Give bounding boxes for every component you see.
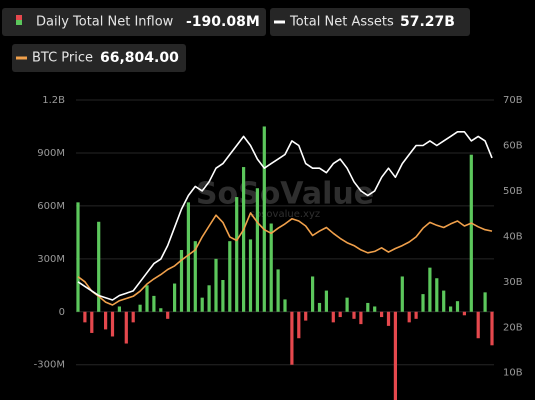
bar: [152, 295, 156, 312]
bar: [476, 311, 480, 339]
legend: Daily Total Net Inflow -190.08M Total Ne…: [2, 8, 470, 72]
bar: [255, 188, 259, 312]
legend-value: -190.08M: [186, 14, 260, 30]
bar: [311, 276, 315, 312]
bar: [131, 311, 135, 323]
legend-value: 57.27B: [400, 14, 455, 30]
bar: [145, 285, 149, 312]
bar: [345, 297, 349, 312]
bar: [428, 267, 432, 312]
bar: [297, 311, 301, 339]
bar: [449, 306, 453, 312]
bar: [283, 299, 287, 312]
bar: [117, 306, 121, 312]
bar: [193, 241, 197, 312]
bar: [366, 302, 370, 312]
y-tick-label: -300M: [34, 360, 65, 371]
y-tick-label: 1.2B: [42, 95, 65, 106]
legend-value: 66,804.00: [100, 50, 179, 66]
bar: [83, 311, 87, 323]
bar: [462, 311, 466, 316]
bar: [455, 301, 460, 312]
y2-tick-label: 30B: [503, 277, 523, 288]
line: [77, 212, 493, 306]
bar: [331, 311, 335, 323]
bar: [414, 311, 418, 319]
y2-tick-label: 20B: [503, 322, 523, 333]
legend-icon: [16, 15, 22, 20]
bar: [276, 269, 280, 312]
bar: [290, 311, 294, 365]
y2-tick-label: 50B: [503, 186, 523, 197]
y2-tick-label: 70B: [503, 95, 523, 106]
bar: [90, 311, 94, 333]
bar: [269, 223, 273, 312]
bar: [186, 202, 190, 312]
bar: [235, 197, 239, 312]
bar: [317, 302, 322, 312]
bar: [400, 276, 404, 312]
line: [77, 131, 493, 301]
y2-tick-label: 10B: [503, 368, 523, 379]
bar: [166, 311, 170, 319]
bar: [304, 311, 308, 321]
bar: [262, 126, 266, 312]
bar: [393, 311, 397, 400]
legend-icon: [16, 20, 22, 25]
bar: [200, 297, 204, 312]
bar: [97, 221, 101, 312]
bar: [483, 292, 487, 312]
y-tick-label: 0: [59, 307, 65, 318]
bar: [207, 285, 211, 312]
bar: [76, 202, 80, 312]
legend-label: Daily Total Net Inflow: [36, 15, 174, 30]
bar: [110, 311, 115, 337]
y-tick-label: 600M: [37, 201, 65, 212]
y-tick-label: 300M: [37, 254, 65, 265]
legend-label: Total Net Assets: [289, 15, 394, 30]
bar: [386, 311, 391, 326]
bar: [490, 311, 494, 346]
bar: [435, 278, 439, 312]
bar: [421, 294, 425, 312]
bar: [359, 311, 363, 325]
bar: [179, 250, 184, 312]
bar: [373, 306, 377, 312]
bar: [242, 167, 246, 312]
bar: [442, 290, 446, 312]
bar: [214, 258, 218, 312]
bar: [469, 154, 473, 312]
bar: [324, 290, 328, 312]
watermark-sub: sosovalue.xyz: [250, 209, 320, 220]
y-tick-label: 900M: [37, 148, 65, 159]
y2-tick-label: 60B: [503, 140, 523, 151]
bar: [407, 311, 411, 323]
legend-box: [270, 8, 470, 36]
bar: [248, 239, 253, 312]
bar: [380, 311, 384, 318]
legend-label: BTC Price: [32, 51, 93, 66]
bar: [159, 308, 163, 312]
y2-tick-label: 40B: [503, 231, 523, 242]
plot-area: SoSoValuesosovalue.xyz-300M0300M600M900M…: [34, 95, 523, 400]
legend-box: [2, 8, 266, 36]
bar: [352, 311, 356, 319]
bar: [338, 311, 342, 318]
bar: [228, 241, 232, 312]
bar: [173, 283, 177, 312]
bar: [221, 280, 225, 312]
bar: [138, 304, 142, 312]
legend-box: [12, 44, 186, 72]
bar: [124, 311, 128, 344]
bar: [104, 311, 108, 330]
